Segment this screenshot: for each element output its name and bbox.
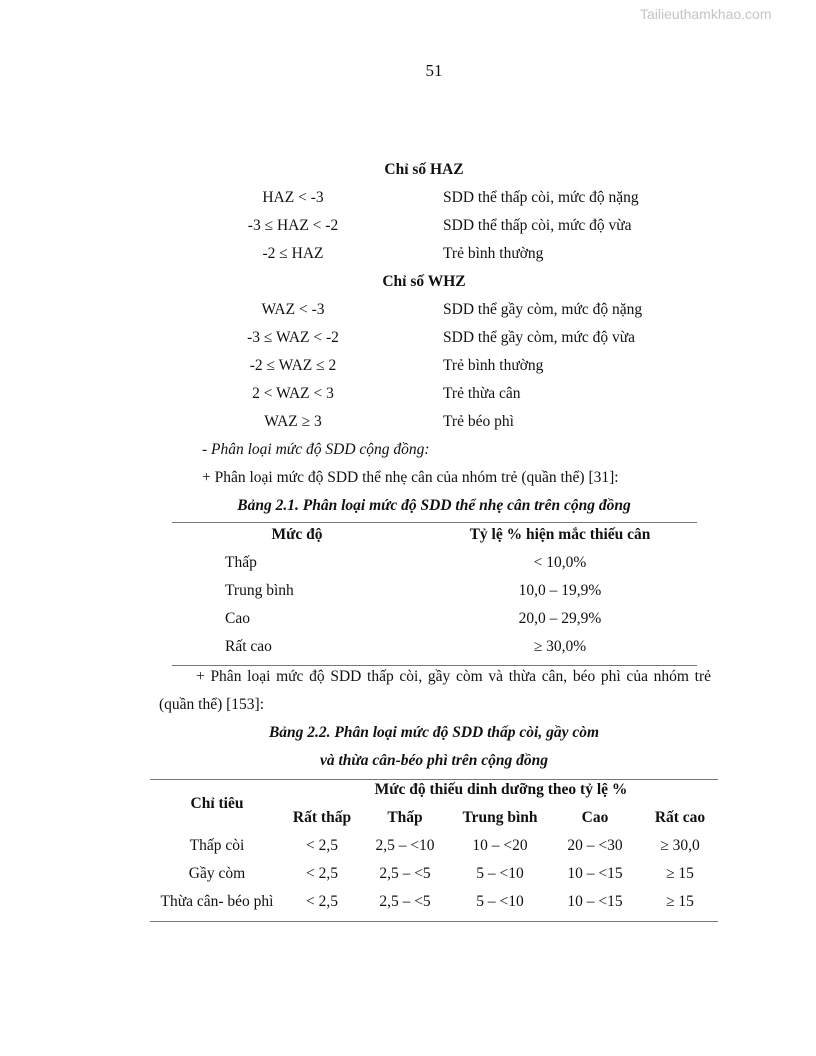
table2-cell: < 2,5 xyxy=(306,865,338,882)
table2-row-header: Chỉ tiêu xyxy=(190,795,244,812)
table2-cell: ≥ 30,0 xyxy=(660,837,700,854)
table2-header: Rất thấp xyxy=(292,809,352,826)
table2-caption: Bảng 2.2. Phân loại mức độ SDD thấp còi,… xyxy=(268,724,600,741)
table2-cell: 5 – <10 xyxy=(476,865,524,882)
table2-header: Trung bình xyxy=(462,809,538,826)
haz-range: -2 ≤ HAZ xyxy=(262,245,324,262)
table2-caption: và thừa cân-béo phì trên cộng đồng xyxy=(319,752,549,769)
table2-cell: Thấp còi xyxy=(189,837,245,854)
paragraph: + Phân loại mức độ SDD thể nhẹ cân của n… xyxy=(202,469,619,486)
table2-cell: 10 – <15 xyxy=(567,865,623,882)
table2-cell: < 2,5 xyxy=(306,837,338,854)
table1-top-rule xyxy=(172,522,697,523)
table1-cell: Cao xyxy=(225,610,250,627)
table1-cell: 20,0 – 29,9% xyxy=(518,610,602,627)
table1-cell: Rất cao xyxy=(225,638,272,655)
table2-cell: 10 – <20 xyxy=(472,837,528,854)
table1-cell: < 10,0% xyxy=(533,554,587,571)
table2-group-header: Mức độ thiếu dinh dưỡng theo tỷ lệ % xyxy=(374,781,628,798)
haz-heading: Chỉ số HAZ xyxy=(384,161,464,178)
haz-range: HAZ < -3 xyxy=(262,189,324,206)
table2-cell: ≥ 15 xyxy=(666,865,694,882)
whz-meaning: Trẻ bình thường xyxy=(443,357,544,374)
table2-cell: Thừa cân- béo phì xyxy=(160,893,274,910)
table1-cell: Thấp xyxy=(225,554,257,571)
page-number: 51 xyxy=(425,61,443,80)
table2-header: Cao xyxy=(581,809,609,826)
whz-meaning: Trẻ thừa cân xyxy=(443,385,521,402)
haz-range: -3 ≤ HAZ < -2 xyxy=(247,217,339,234)
whz-range: WAZ < -3 xyxy=(261,301,325,318)
paragraph: (quần thể) [153]: xyxy=(159,696,265,713)
haz-meaning: SDD thể thấp còi, mức độ vừa xyxy=(443,217,632,234)
whz-meaning: SDD thể gầy còm, mức độ nặng xyxy=(443,301,643,318)
whz-range: -3 ≤ WAZ < -2 xyxy=(247,329,339,346)
table1-header: Mức độ xyxy=(271,526,323,543)
table1-cell: 10,0 – 19,9% xyxy=(518,582,602,599)
table2-header: Thấp xyxy=(387,809,423,826)
table2-cell: 10 – <15 xyxy=(567,893,623,910)
table2-cell: Gầy còm xyxy=(188,865,246,882)
whz-meaning: Trẻ béo phì xyxy=(443,413,514,430)
table2-header: Rất cao xyxy=(654,809,706,826)
watermark: Tailieuthamkhao.com xyxy=(640,6,772,22)
table2-cell: ≥ 15 xyxy=(666,893,694,910)
table2-cell: 20 – <30 xyxy=(567,837,623,854)
table2-cell: 5 – <10 xyxy=(476,893,524,910)
table2-bottom-rule xyxy=(150,921,718,922)
haz-meaning: SDD thể thấp còi, mức độ nặng xyxy=(443,189,639,206)
table1-bottom-rule xyxy=(172,665,697,666)
table1-caption: Bảng 2.1. Phân loại mức độ SDD thể nhẹ c… xyxy=(237,497,631,514)
table1-cell: Trung bình xyxy=(225,582,294,599)
table1-cell: ≥ 30,0% xyxy=(533,638,587,655)
whz-heading: Chỉ số WHZ xyxy=(382,273,466,290)
whz-range: -2 ≤ WAZ ≤ 2 xyxy=(249,357,337,374)
section-label: - Phân loại mức độ SDD cộng đồng: xyxy=(202,441,430,458)
table2-top-rule xyxy=(150,779,718,780)
table2-cell: 2,5 – <5 xyxy=(379,865,431,882)
whz-meaning: SDD thể gầy còm, mức độ vừa xyxy=(443,329,636,346)
whz-range: 2 < WAZ < 3 xyxy=(252,385,334,402)
haz-meaning: Trẻ bình thường xyxy=(443,245,544,262)
paragraph: + Phân loại mức độ SDD thấp còi, gầy còm… xyxy=(196,668,711,685)
whz-range: WAZ ≥ 3 xyxy=(264,413,322,430)
table1-header: Tỷ lệ % hiện mắc thiếu cân xyxy=(469,526,651,543)
table2-cell: 2,5 – <10 xyxy=(375,837,435,854)
table2-cell: < 2,5 xyxy=(306,893,338,910)
table2-cell: 2,5 – <5 xyxy=(379,893,431,910)
